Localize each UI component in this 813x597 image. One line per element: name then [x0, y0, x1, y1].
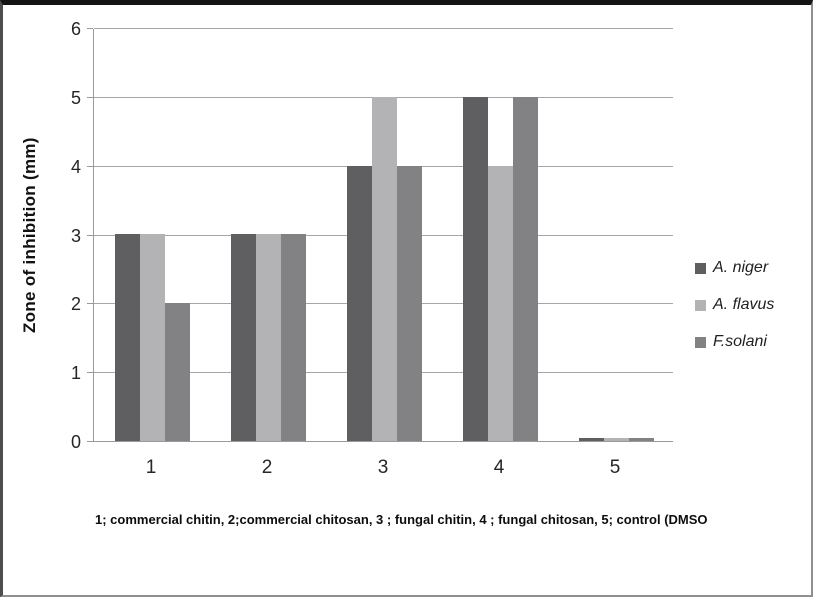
x-axis-category-label: 5 — [609, 457, 621, 478]
gridline — [94, 28, 673, 29]
y-axis-tick — [87, 235, 93, 236]
bar-a--niger — [347, 166, 372, 441]
bar-a--niger — [115, 234, 140, 441]
y-axis-tick — [87, 372, 93, 373]
bar-a--flavus — [140, 234, 165, 441]
legend-item: A. flavus — [695, 294, 774, 316]
x-axis-category-label: 4 — [493, 457, 505, 478]
legend: A. niger A. flavus F.solani — [695, 257, 774, 368]
bar-f-solani — [165, 303, 190, 441]
bar-a--niger — [231, 234, 256, 441]
y-axis-tick-label: 0 — [70, 432, 81, 452]
legend-swatch — [695, 299, 706, 311]
y-axis-tick — [87, 303, 93, 304]
x-axis-category-label: 1 — [145, 457, 157, 478]
legend-swatch — [695, 262, 706, 274]
legend-label: F.solani — [713, 333, 767, 350]
y-axis-tick — [87, 441, 93, 442]
x-axis-category-label: 3 — [377, 457, 389, 478]
y-axis-tick — [87, 97, 93, 98]
bar-a--flavus — [604, 438, 629, 441]
bar-f-solani — [629, 438, 654, 441]
legend-label: A. niger — [713, 259, 769, 276]
legend-swatch — [695, 336, 706, 348]
y-axis-tick-label: 4 — [70, 157, 81, 177]
bar-f-solani — [397, 166, 422, 441]
bar-f-solani — [281, 234, 306, 441]
y-axis-tick-label: 2 — [70, 294, 81, 314]
bar-a--flavus — [256, 234, 281, 441]
chart-caption: 1; commercial chitin, 2;commercial chito… — [95, 512, 708, 527]
bar-a--flavus — [372, 97, 397, 441]
bar-f-solani — [513, 97, 538, 441]
y-axis-tick-label: 6 — [70, 19, 81, 39]
y-axis-tick — [87, 28, 93, 29]
y-axis-title: Zone of inhibition (mm) — [20, 137, 39, 334]
y-axis-tick-label: 1 — [70, 363, 81, 383]
y-axis-tick-label: 5 — [70, 88, 81, 108]
y-axis-tick — [87, 166, 93, 167]
legend-item: F.solani — [695, 331, 774, 353]
plot-area — [93, 28, 673, 442]
bar-a--niger — [579, 438, 604, 441]
bar-a--flavus — [488, 166, 513, 441]
x-axis-category-label: 2 — [261, 457, 273, 478]
y-axis-tick-label: 3 — [70, 226, 81, 246]
legend-label: A. flavus — [713, 296, 775, 313]
legend-item: A. niger — [695, 257, 774, 279]
bar-a--niger — [463, 97, 488, 441]
